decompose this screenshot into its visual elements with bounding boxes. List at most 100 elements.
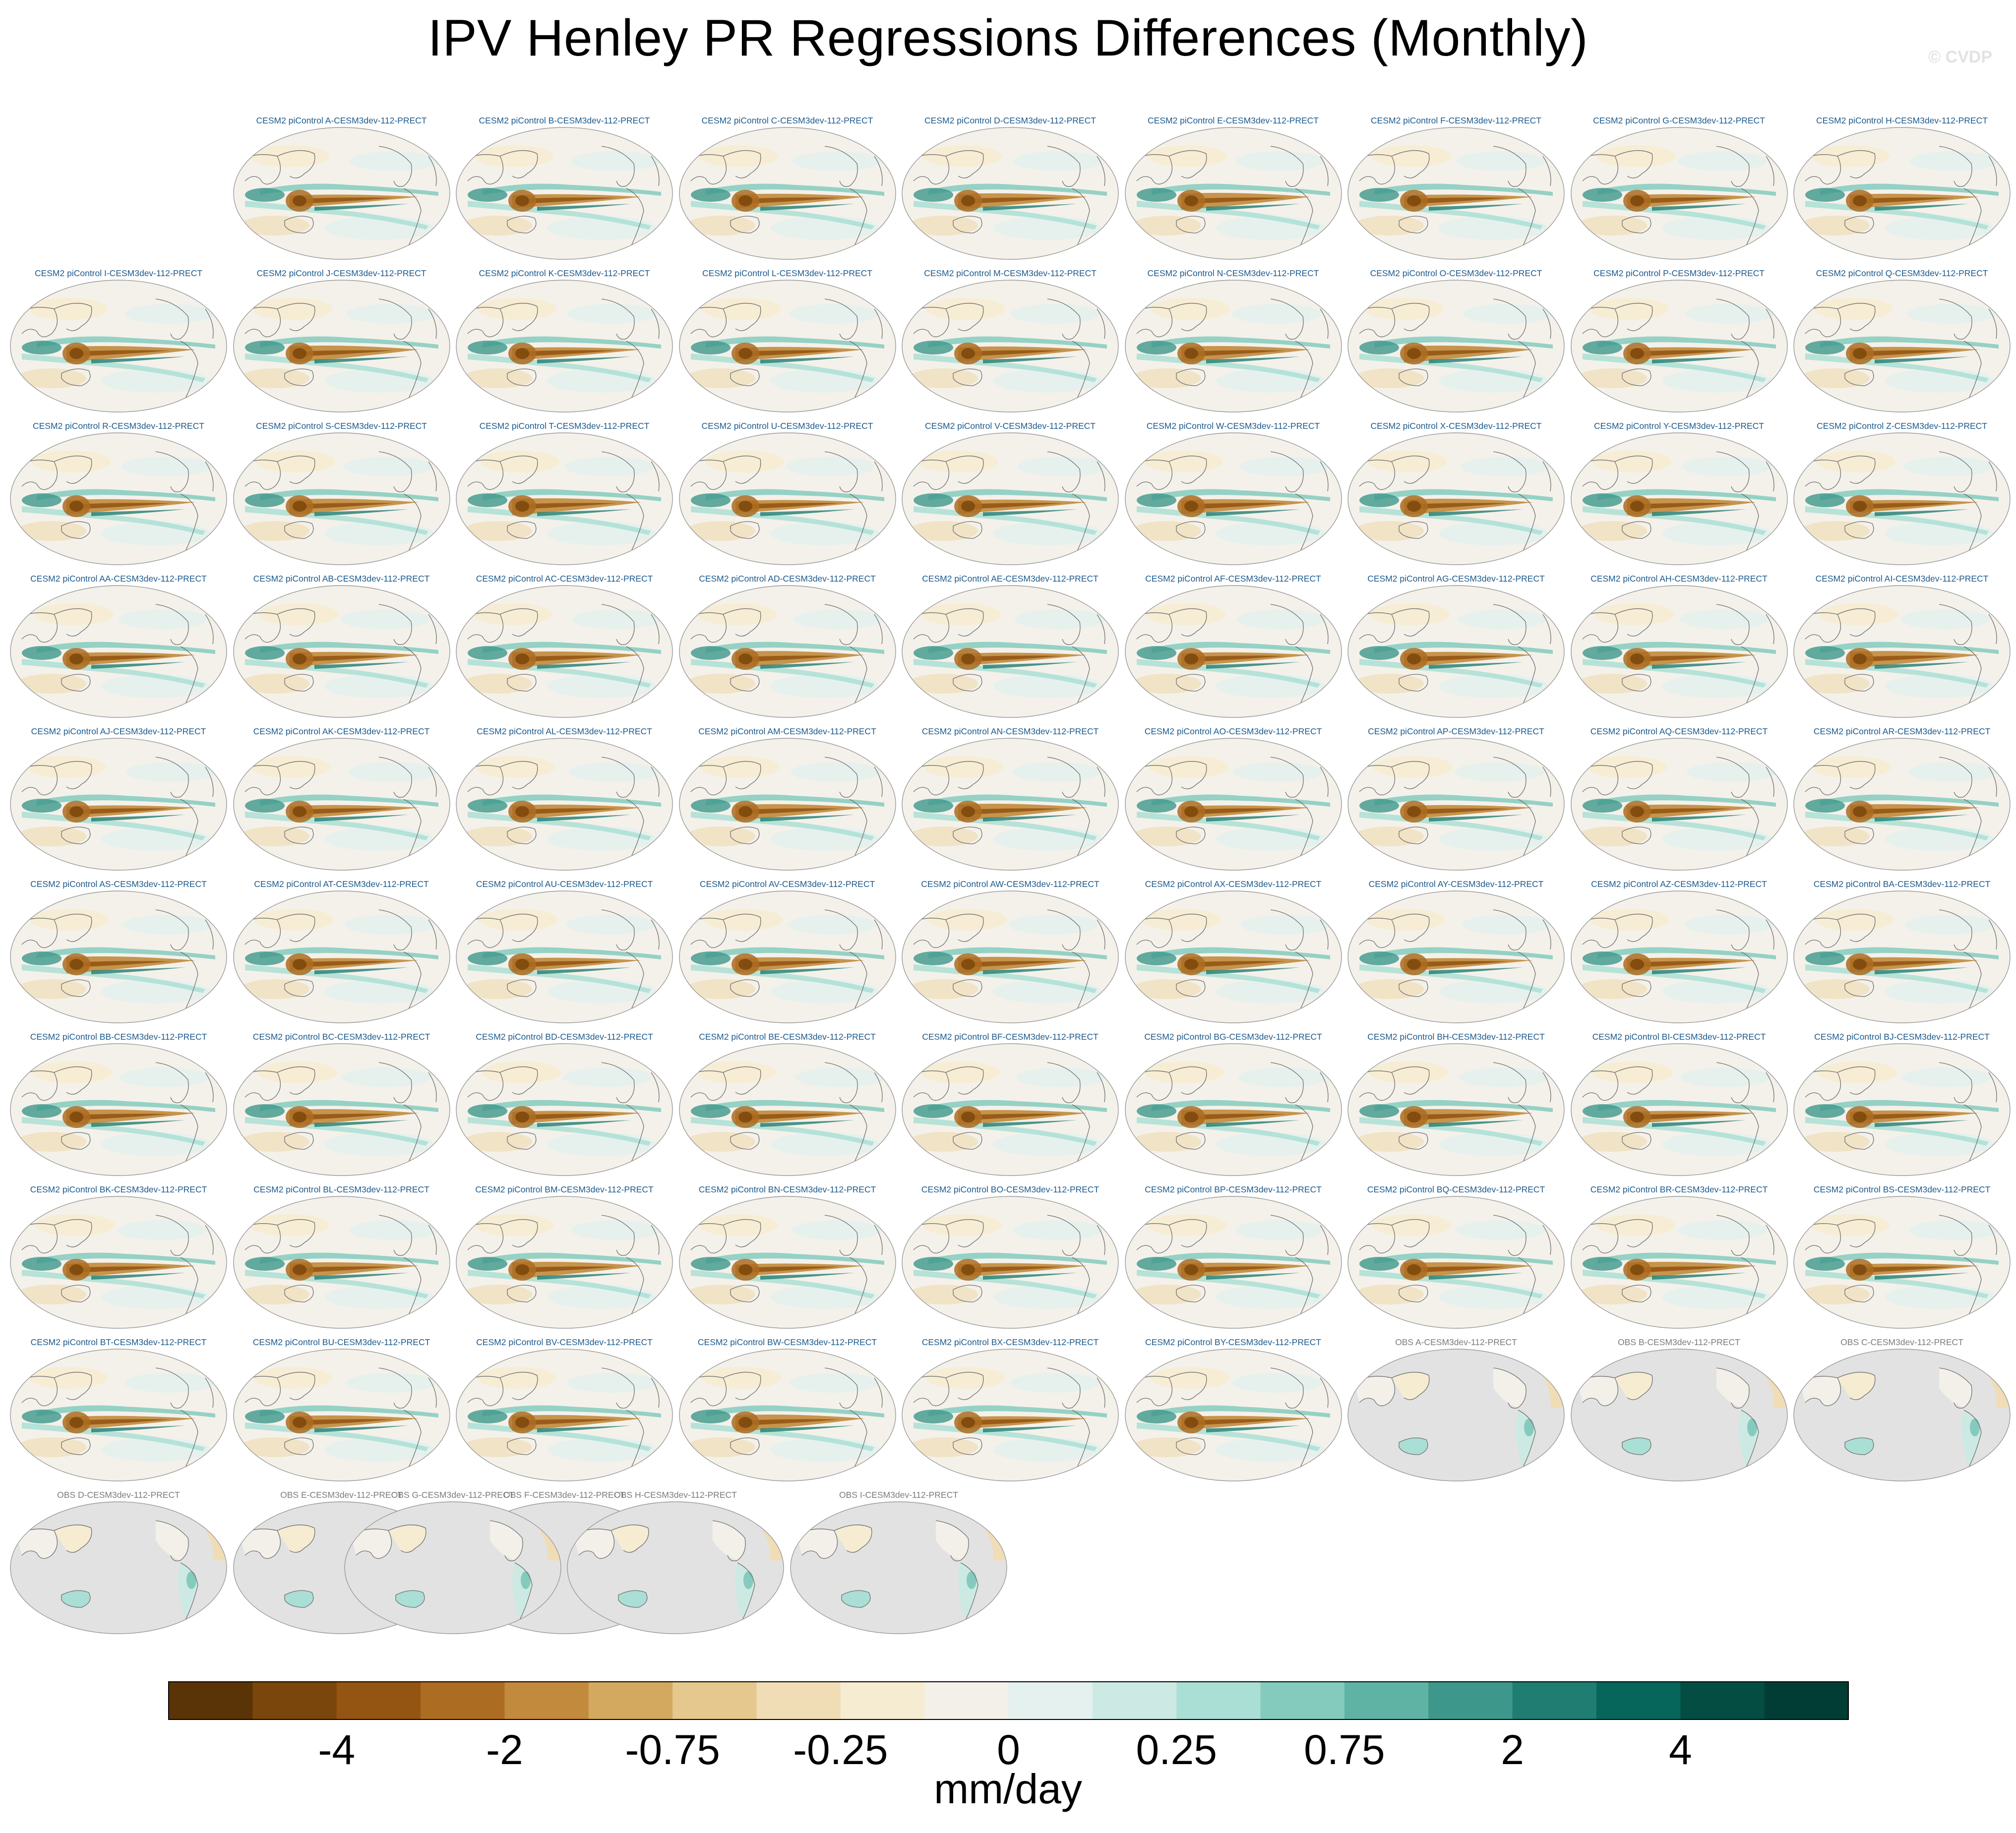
map-plot (678, 432, 896, 565)
panel-title: OBS G-CESM3dev-112-PRECT (391, 1490, 515, 1500)
panel-title: CESM2 piControl Y-CESM3dev-112-PRECT (1593, 421, 1764, 431)
colorbar-outline (168, 1681, 1849, 1720)
map-plot (456, 1043, 673, 1176)
panel-title: CESM2 piControl AC-CESM3dev-112-PRECT (476, 574, 653, 584)
model-map-panel: CESM2 piControl BP-CESM3dev-112-PRECT (1122, 1184, 1345, 1329)
map-plot (678, 1349, 896, 1481)
map-plot (233, 432, 450, 565)
map-plot (1793, 738, 2011, 871)
model-map-panel: CESM2 piControl K-CESM3dev-112-PRECT (453, 268, 676, 413)
panel-title: CESM2 piControl BA-CESM3dev-112-PRECT (1813, 879, 1991, 889)
map-plot (902, 432, 1119, 565)
panel-title: CESM2 piControl BY-CESM3dev-112-PRECT (1145, 1337, 1321, 1347)
map-plot (1124, 1349, 1342, 1481)
obs-map-panel: OBS A-CESM3dev-112-PRECT (1344, 1337, 1568, 1482)
map-plot (1793, 890, 2011, 1023)
model-map-panel: CESM2 piControl AN-CESM3dev-112-PRECT (899, 726, 1122, 871)
colorbar-box (1092, 1682, 1177, 1719)
map-plot (233, 127, 450, 260)
panel-title: CESM2 piControl H-CESM3dev-112-PRECT (1816, 116, 1988, 125)
model-map-panel: CESM2 piControl P-CESM3dev-112-PRECT (1568, 268, 1791, 413)
map-plot (1124, 127, 1342, 260)
map-plot (1124, 585, 1342, 718)
model-map-panel: CESM2 piControl BR-CESM3dev-112-PRECT (1568, 1184, 1791, 1329)
model-map-panel: CESM2 piControl BX-CESM3dev-112-PRECT (899, 1337, 1122, 1482)
panel-title: CESM2 piControl AR-CESM3dev-112-PRECT (1813, 726, 1991, 736)
panel-title: CESM2 piControl U-CESM3dev-112-PRECT (701, 421, 873, 431)
colorbar-box (840, 1682, 925, 1719)
panel-title: CESM2 piControl AW-CESM3dev-112-PRECT (921, 879, 1100, 889)
model-map-panel: CESM2 piControl BB-CESM3dev-112-PRECT (7, 1032, 230, 1177)
model-map-panel: CESM2 piControl AF-CESM3dev-112-PRECT (1122, 574, 1345, 718)
map-plot (10, 738, 227, 871)
model-map-panel: CESM2 piControl N-CESM3dev-112-PRECT (1122, 268, 1345, 413)
panel-title: CESM2 piControl T-CESM3dev-112-PRECT (479, 421, 650, 431)
model-map-panel: CESM2 piControl BU-CESM3dev-112-PRECT (230, 1337, 453, 1482)
panel-title: CESM2 piControl AD-CESM3dev-112-PRECT (699, 574, 876, 584)
map-plot (1570, 127, 1788, 260)
panel-title: CESM2 piControl E-CESM3dev-112-PRECT (1148, 116, 1319, 125)
panel-title: CESM2 piControl AT-CESM3dev-112-PRECT (254, 879, 429, 889)
map-plot (1347, 890, 1565, 1023)
panel-title: CESM2 piControl AQ-CESM3dev-112-PRECT (1590, 726, 1768, 736)
map-plot (10, 1196, 227, 1329)
panel-title: CESM2 piControl F-CESM3dev-112-PRECT (1371, 116, 1541, 125)
colorbar-box (1176, 1682, 1261, 1719)
panel-title: CESM2 piControl BI-CESM3dev-112-PRECT (1592, 1032, 1766, 1042)
model-map-panel: CESM2 piControl AQ-CESM3dev-112-PRECT (1568, 726, 1791, 871)
map-plot (902, 890, 1119, 1023)
model-map-panel: CESM2 piControl BS-CESM3dev-112-PRECT (1790, 1184, 2014, 1329)
colorbar-box (672, 1682, 757, 1719)
model-map-panel: CESM2 piControl AT-CESM3dev-112-PRECT (230, 879, 453, 1024)
model-map-panel: CESM2 piControl BW-CESM3dev-112-PRECT (676, 1337, 899, 1482)
model-map-panel: CESM2 piControl E-CESM3dev-112-PRECT (1122, 116, 1345, 260)
map-plot (10, 1501, 227, 1634)
map-plot (1124, 1196, 1342, 1329)
model-map-panel: CESM2 piControl BC-CESM3dev-112-PRECT (230, 1032, 453, 1177)
panel-title: CESM2 piControl BE-CESM3dev-112-PRECT (699, 1032, 876, 1042)
colorbar-boxes (168, 1681, 1849, 1720)
model-map-panel: CESM2 piControl BJ-CESM3dev-112-PRECT (1790, 1032, 2014, 1177)
model-map-panel: CESM2 piControl AU-CESM3dev-112-PRECT (453, 879, 676, 1024)
map-plot (678, 1043, 896, 1176)
map-plot (902, 738, 1119, 871)
panel-title: CESM2 piControl AL-CESM3dev-112-PRECT (477, 726, 652, 736)
model-map-panel: CESM2 piControl BK-CESM3dev-112-PRECT (7, 1184, 230, 1329)
map-plot (1124, 890, 1342, 1023)
model-map-panel: CESM2 piControl U-CESM3dev-112-PRECT (676, 421, 899, 566)
panel-title: CESM2 piControl BJ-CESM3dev-112-PRECT (1814, 1032, 1990, 1042)
map-plot (233, 738, 450, 871)
map-plot (1347, 432, 1565, 565)
model-map-panel: CESM2 piControl BA-CESM3dev-112-PRECT (1790, 879, 2014, 1024)
map-plot (10, 1043, 227, 1176)
map-plot (902, 1043, 1119, 1176)
model-map-panel: CESM2 piControl AG-CESM3dev-112-PRECT (1344, 574, 1568, 718)
map-plot (456, 1349, 673, 1481)
colorbar-box (336, 1682, 421, 1719)
map-plot (1124, 738, 1342, 871)
model-map-panel: CESM2 piControl AS-CESM3dev-112-PRECT (7, 879, 230, 1024)
panel-title: CESM2 piControl R-CESM3dev-112-PRECT (33, 421, 204, 431)
model-map-panel: CESM2 piControl I-CESM3dev-112-PRECT (7, 268, 230, 413)
map-plot (1793, 1349, 2011, 1481)
model-map-panel: CESM2 piControl M-CESM3dev-112-PRECT (899, 268, 1122, 413)
colorbar-box (924, 1682, 1009, 1719)
map-plot (10, 585, 227, 718)
model-map-panel: CESM2 piControl AB-CESM3dev-112-PRECT (230, 574, 453, 718)
panel-title: CESM2 piControl BO-CESM3dev-112-PRECT (921, 1184, 1100, 1194)
colorbar-box (1344, 1682, 1429, 1719)
panel-title: CESM2 piControl AA-CESM3dev-112-PRECT (30, 574, 207, 584)
panel-title: CESM2 piControl Z-CESM3dev-112-PRECT (1817, 421, 1987, 431)
panel-title: OBS D-CESM3dev-112-PRECT (57, 1490, 180, 1500)
panel-title: CESM2 piControl O-CESM3dev-112-PRECT (1370, 268, 1542, 278)
panel-title: CESM2 piControl BN-CESM3dev-112-PRECT (698, 1184, 876, 1194)
obs-map-panel: OBS G-CESM3dev-112-PRECT (341, 1490, 564, 1635)
panel-title: CESM2 piControl BR-CESM3dev-112-PRECT (1590, 1184, 1768, 1194)
panel-title: CESM2 piControl AP-CESM3dev-112-PRECT (1368, 726, 1544, 736)
map-plot (678, 585, 896, 718)
panel-title: CESM2 piControl AM-CESM3dev-112-PRECT (698, 726, 876, 736)
figure-title: IPV Henley PR Regressions Differences (M… (428, 9, 1588, 67)
map-plot (1347, 585, 1565, 718)
panel-title: CESM2 piControl AB-CESM3dev-112-PRECT (253, 574, 430, 584)
panel-title: CESM2 piControl AY-CESM3dev-112-PRECT (1368, 879, 1544, 889)
